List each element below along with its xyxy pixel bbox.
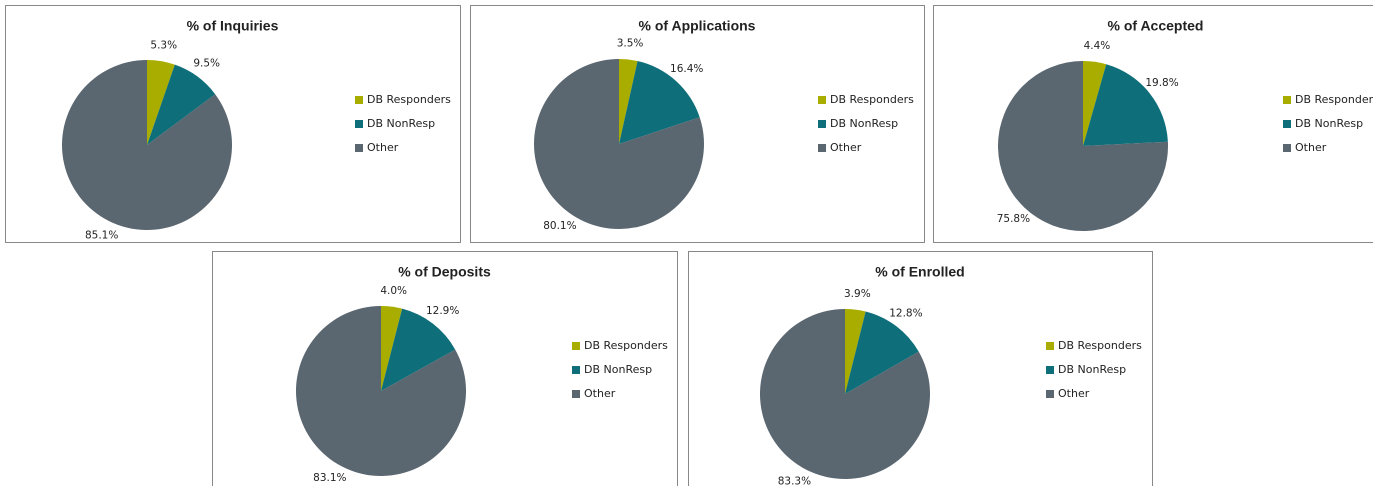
legend-label: Other xyxy=(830,141,862,154)
chart-panel: % of Enrolled 3.9% 12.8% 83.3% DB Responders… xyxy=(688,251,1153,486)
legend-label: DB Responders xyxy=(367,93,451,106)
legend-label: DB NonResp xyxy=(1058,363,1126,376)
pie-slice xyxy=(845,309,866,394)
legend-swatch xyxy=(1046,366,1054,374)
chart-panel: % of Deposits 4.0% 12.9% 83.1% DB Responders… xyxy=(212,251,678,486)
data-label: 75.8% xyxy=(997,213,1030,225)
legend-label: DB NonResp xyxy=(830,117,898,130)
data-label: 83.1% xyxy=(313,472,346,484)
legend-label: DB Responders xyxy=(1295,93,1373,106)
data-label: 83.3% xyxy=(778,475,811,486)
chart-title: % of Inquiries xyxy=(187,18,279,34)
legend-label: Other xyxy=(367,141,399,154)
pie-slice xyxy=(147,64,216,145)
pie-slice xyxy=(1083,64,1168,146)
legend-label: DB Responders xyxy=(1058,339,1142,352)
legend-swatch xyxy=(572,342,580,350)
legend-swatch xyxy=(355,144,363,152)
data-label: 12.8% xyxy=(889,307,922,319)
data-label: 5.3% xyxy=(150,39,177,51)
chart-title: % of Accepted xyxy=(1108,18,1204,34)
pie-slice xyxy=(62,60,232,230)
legend-swatch xyxy=(572,366,580,374)
legend-label: Other xyxy=(1058,387,1090,400)
data-label: 16.4% xyxy=(670,63,703,75)
data-label: 4.0% xyxy=(380,285,407,297)
pie-slice xyxy=(759,309,930,480)
pie-slice xyxy=(534,59,704,230)
legend-swatch xyxy=(1283,120,1291,128)
legend-swatch xyxy=(1046,390,1054,398)
legend-label: DB Responders xyxy=(830,93,914,106)
chart-title: % of Enrolled xyxy=(875,264,964,280)
chart-panel: % of Inquiries 5.3% 9.5% 85.1% DB Responders… xyxy=(5,5,461,243)
pie-slice xyxy=(147,60,175,145)
legend-swatch xyxy=(818,96,826,104)
pie-slice xyxy=(998,61,1168,231)
chart-title: % of Applications xyxy=(639,18,756,34)
pie-slice xyxy=(381,308,456,391)
legend-swatch xyxy=(1046,342,1054,350)
pie-slice xyxy=(845,311,919,394)
legend-label: DB Responders xyxy=(584,339,668,352)
legend-swatch xyxy=(1283,144,1291,152)
legend-label: Other xyxy=(1295,141,1327,154)
pie-slice xyxy=(619,59,638,144)
legend-label: DB NonResp xyxy=(1295,117,1363,130)
legend-swatch xyxy=(818,120,826,128)
chart-panel: % of Accepted 4.4% 19.8% 75.8% DB Responders… xyxy=(933,5,1373,243)
legend-swatch xyxy=(818,144,826,152)
legend-swatch xyxy=(355,120,363,128)
data-label: 85.1% xyxy=(85,229,118,241)
data-label: 4.4% xyxy=(1084,40,1111,52)
chart-panel: % of Applications 3.5% 16.4% 80.1% DB Respon… xyxy=(470,5,925,243)
chart-title: % of Deposits xyxy=(398,264,491,280)
legend-swatch xyxy=(355,96,363,104)
legend-label: Other xyxy=(584,387,616,400)
data-label: 9.5% xyxy=(193,58,220,70)
legend-swatch xyxy=(572,390,580,398)
data-label: 19.8% xyxy=(1145,77,1178,89)
data-label: 80.1% xyxy=(543,220,576,232)
legend-label: DB NonResp xyxy=(367,117,435,130)
data-label: 12.9% xyxy=(426,305,459,317)
pie-slice xyxy=(1083,61,1107,146)
pie-slice xyxy=(295,306,466,477)
legend-label: DB NonResp xyxy=(584,363,652,376)
pie-slice xyxy=(619,61,700,144)
legend-swatch xyxy=(1283,96,1291,104)
data-label: 3.9% xyxy=(844,288,871,300)
pie-slice xyxy=(381,306,403,391)
data-label: 3.5% xyxy=(617,38,644,50)
